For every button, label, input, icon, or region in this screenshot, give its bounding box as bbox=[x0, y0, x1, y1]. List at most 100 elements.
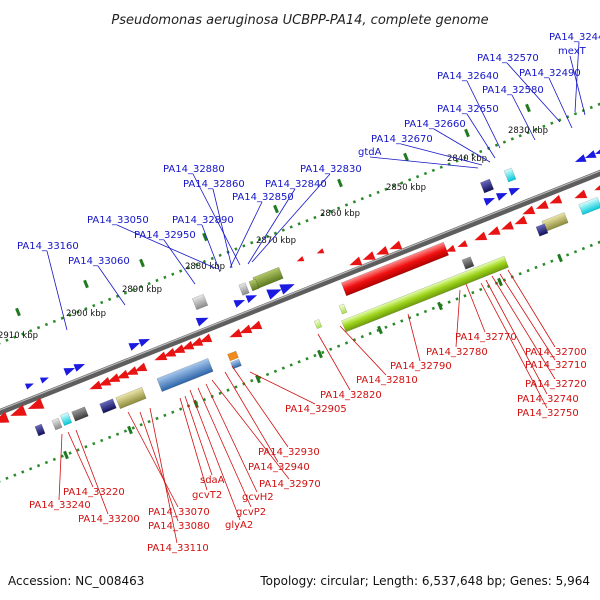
bottom-gene-label[interactable]: PA14_33080 bbox=[148, 521, 210, 532]
top-label-leader bbox=[369, 156, 479, 169]
top-label-leader bbox=[251, 173, 331, 263]
bottom-gene-label[interactable]: PA14_32720 bbox=[525, 379, 587, 390]
bottom-label-leader bbox=[67, 431, 94, 488]
kbp-labels: 2830 kbp 2840 kbp 2850 kbp 2860 kbp 2870 kbp… bbox=[0, 126, 548, 341]
top-gene-label[interactable]: PA14_32640 bbox=[437, 71, 499, 82]
bottom-gene-label[interactable]: PA14_32905 bbox=[285, 404, 347, 415]
top-gene-label[interactable]: PA14_32880 bbox=[163, 164, 225, 175]
gene-box bbox=[227, 350, 239, 362]
reverse-gene-arrow bbox=[445, 244, 456, 252]
forward-gene-arrow bbox=[195, 317, 209, 327]
top-gene-label[interactable]: PA14_32890 bbox=[172, 215, 234, 226]
bottom-gene-label[interactable]: PA14_32810 bbox=[356, 375, 418, 386]
bottom-label-leader bbox=[205, 383, 258, 493]
gene-box bbox=[338, 303, 348, 315]
top-gene-label[interactable]: mexT bbox=[558, 46, 587, 57]
top-gene-label[interactable]: PA14_32830 bbox=[300, 164, 362, 175]
bottom-label-leader bbox=[249, 371, 316, 405]
bottom-label-leader bbox=[197, 387, 252, 508]
gene-box bbox=[313, 319, 323, 329]
top-gene-label[interactable]: PA14_32840 bbox=[265, 179, 327, 190]
forward-gene-arrow bbox=[233, 300, 246, 308]
bottom-gene-label[interactable]: sdaA bbox=[200, 475, 225, 486]
bottom-gene-label[interactable]: PA14_32940 bbox=[248, 462, 310, 473]
bottom-label-leader bbox=[455, 289, 461, 348]
reverse-gene-arrow bbox=[316, 248, 325, 254]
bottom-gene-label[interactable]: PA14_32750 bbox=[517, 408, 579, 419]
top-gene-label[interactable]: PA14_32860 bbox=[183, 179, 245, 190]
top-label-leader bbox=[247, 188, 296, 265]
major-tick-mark bbox=[139, 258, 145, 268]
bottom-label-leader bbox=[149, 407, 178, 544]
top-label-leader bbox=[548, 77, 573, 129]
gene-box bbox=[59, 412, 73, 426]
bottom-gene-label[interactable]: PA14_32740 bbox=[517, 394, 579, 405]
bottom-gene-label[interactable]: PA14_32700 bbox=[525, 347, 587, 358]
bottom-gene-label[interactable]: gcvH2 bbox=[242, 492, 274, 503]
gene-box bbox=[51, 417, 63, 431]
top-gene-label[interactable]: PA14_32440 bbox=[549, 32, 600, 43]
kbp-tick-label: 2870 kbp bbox=[256, 236, 296, 246]
top-gene-label[interactable]: gtdA bbox=[358, 147, 382, 158]
bottom-label-leader bbox=[480, 282, 548, 409]
reverse-gene-arrow bbox=[549, 194, 563, 204]
bottom-gene-label[interactable]: PA14_33200 bbox=[78, 514, 140, 525]
bottom-label-leader bbox=[317, 333, 351, 391]
reverse-gene-arrow bbox=[116, 369, 130, 379]
forward-gene-arrow bbox=[245, 295, 258, 303]
bottom-gene-label[interactable]: gcvP2 bbox=[236, 507, 266, 518]
top-label-leader bbox=[433, 128, 491, 163]
forward-gene-arrow bbox=[73, 364, 86, 372]
bottom-label-leader bbox=[75, 429, 109, 515]
reverse-gene-arrow bbox=[487, 226, 501, 235]
reverse-gene-arrow bbox=[349, 256, 363, 266]
top-gene-label[interactable]: PA14_32660 bbox=[404, 119, 466, 130]
gene-box bbox=[503, 167, 517, 183]
bottom-label-leader bbox=[139, 411, 179, 522]
top-gene-label[interactable]: PA14_32580 bbox=[482, 85, 544, 96]
top-label-leader bbox=[46, 250, 68, 331]
top-gene-label[interactable]: PA14_32850 bbox=[232, 192, 294, 203]
reverse-gene-arrow bbox=[535, 200, 549, 209]
bottom-gene-label[interactable]: PA14_33220 bbox=[63, 487, 125, 498]
top-label-leader bbox=[511, 94, 536, 141]
reverse-gene-arrow bbox=[457, 240, 468, 247]
reverse-gene-arrow bbox=[181, 340, 195, 350]
forward-gene-arrow bbox=[483, 198, 496, 206]
bottom-gene-label[interactable]: PA14_33070 bbox=[148, 507, 210, 518]
reverse-gene-arrow bbox=[98, 377, 112, 386]
forward-gene-arrow bbox=[39, 377, 49, 384]
bottom-gene-label[interactable]: PA14_32780 bbox=[426, 347, 488, 358]
top-gene-label[interactable]: PA14_32650 bbox=[437, 104, 499, 115]
bottom-gene-label[interactable]: PA14_33110 bbox=[147, 543, 209, 554]
top-gene-label[interactable]: PA14_32670 bbox=[371, 134, 433, 145]
kbp-tick-label: 2860 kbp bbox=[320, 209, 360, 219]
top-gene-label[interactable]: PA14_33060 bbox=[68, 256, 130, 267]
bottom-gene-label[interactable]: PA14_33240 bbox=[29, 500, 91, 511]
top-gene-label[interactable]: PA14_33050 bbox=[87, 215, 149, 226]
forward-gene-arrow bbox=[495, 193, 508, 201]
top-gene-label[interactable]: PA14_32490 bbox=[519, 68, 581, 79]
forward-gene-arrow bbox=[508, 188, 521, 196]
top-gene-label[interactable]: PA14_32950 bbox=[134, 230, 196, 241]
top-label-leader bbox=[229, 201, 263, 269]
gene-box bbox=[535, 223, 549, 237]
bottom-gene-label[interactable]: PA14_32710 bbox=[525, 360, 587, 371]
genome-backbone bbox=[0, 169, 600, 416]
bottom-gene-label[interactable]: PA14_32790 bbox=[390, 361, 452, 372]
bottom-gene-label[interactable]: PA14_32770 bbox=[455, 332, 517, 343]
bottom-gene-label[interactable]: PA14_32820 bbox=[320, 390, 382, 401]
bottom-label-leader bbox=[407, 313, 421, 362]
major-tick-mark bbox=[337, 178, 343, 188]
bottom-gene-label[interactable]: PA14_32930 bbox=[258, 447, 320, 458]
bottom-gene-label[interactable]: PA14_32970 bbox=[259, 479, 321, 490]
bottom-label-leader bbox=[491, 275, 556, 380]
bottom-gene-label[interactable]: glyA2 bbox=[225, 520, 253, 531]
bottom-gene-label[interactable]: gcvT2 bbox=[192, 490, 222, 501]
reverse-gene-arrow bbox=[199, 333, 213, 343]
forward-gene-arrow bbox=[63, 368, 76, 376]
reverse-gene-arrow bbox=[376, 245, 389, 255]
top-gene-label[interactable]: PA14_32570 bbox=[477, 53, 539, 64]
top-gene-label[interactable]: PA14_33160 bbox=[17, 241, 79, 252]
top-label-leader bbox=[192, 173, 241, 266]
